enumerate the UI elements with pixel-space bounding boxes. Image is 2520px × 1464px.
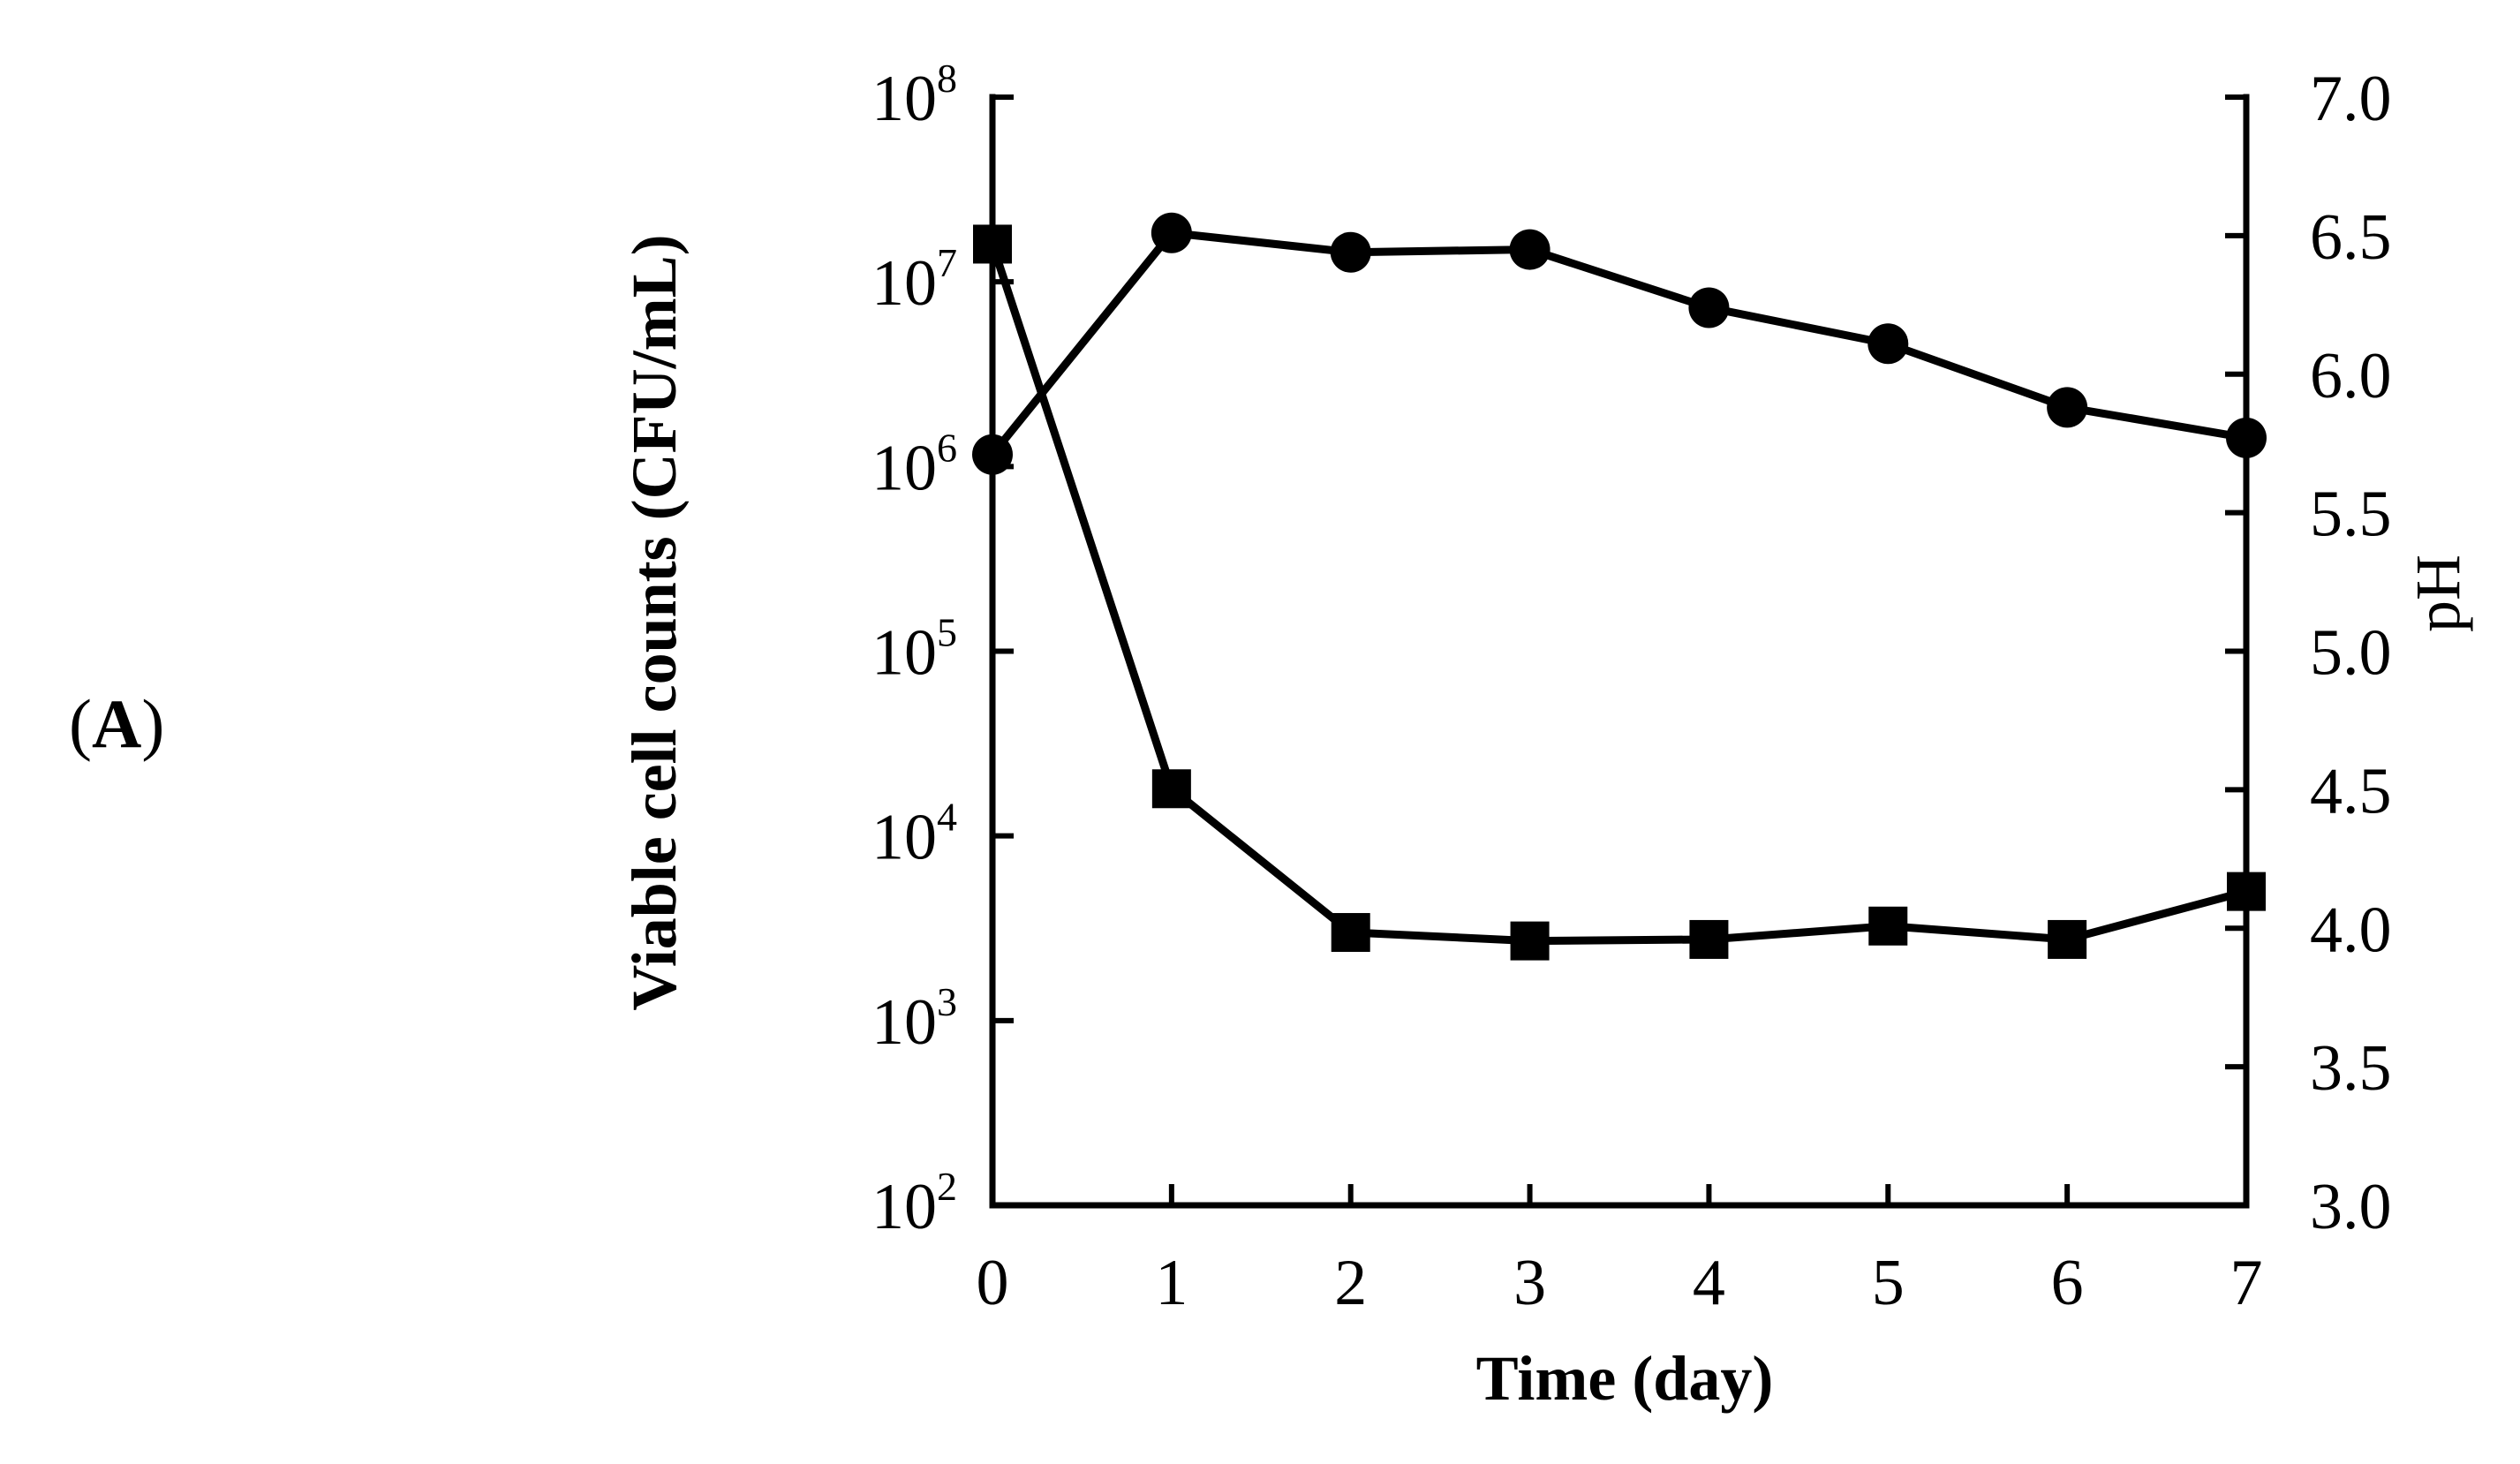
data-point-viable-cell-counts <box>973 224 1012 264</box>
x-tick-label: 4 <box>1693 1247 1725 1319</box>
y2-tick-label: 3.5 <box>2310 1032 2392 1105</box>
data-point-viable-cell-counts <box>1689 919 1729 959</box>
x-tick-label: 5 <box>1872 1247 1905 1319</box>
data-point-viable-cell-counts <box>2048 919 2087 959</box>
y-tick-label: 103 <box>871 979 957 1059</box>
y2-tick-label: 7.0 <box>2310 63 2392 135</box>
y2-tick-label: 3.0 <box>2310 1171 2392 1243</box>
y2-tick-label: 5.0 <box>2310 617 2392 690</box>
x-tick-label: 6 <box>2051 1247 2084 1319</box>
data-point-ph <box>972 434 1013 475</box>
chart-axes <box>989 94 2250 1209</box>
y-tick-label: 102 <box>871 1164 957 1243</box>
panel-label: (A) <box>69 684 164 764</box>
panel-label-open: ( <box>69 685 92 762</box>
y2-tick-label: 6.0 <box>2310 340 2392 412</box>
panel-label-close: ) <box>141 685 165 762</box>
y2-tick-label: 4.5 <box>2310 755 2392 827</box>
y-tick-label: 105 <box>871 610 957 690</box>
y2-tick-label: 4.0 <box>2310 894 2392 966</box>
data-point-viable-cell-counts <box>1151 769 1191 809</box>
x-tick-label: 1 <box>1155 1247 1188 1319</box>
data-point-viable-cell-counts <box>2227 872 2266 911</box>
y-tick-label: 108 <box>871 56 957 135</box>
panel-label-letter: A <box>91 685 142 762</box>
series-line-viable-cell-counts <box>988 243 2248 946</box>
y-axis-label: Viable cell counts (CFU/mL) <box>619 234 690 1010</box>
x-tick-label: 2 <box>1334 1247 1367 1319</box>
data-point-ph <box>2047 387 2088 428</box>
y2-tick-label: 5.5 <box>2310 479 2392 551</box>
y2-tick-label: 6.5 <box>2310 201 2392 274</box>
x-tick-label: 3 <box>1513 1247 1546 1319</box>
data-point-ph <box>2226 417 2267 458</box>
x-tick-label: 0 <box>977 1247 1009 1319</box>
x-tick-label: 7 <box>2230 1247 2263 1319</box>
chart-series <box>972 212 2267 961</box>
series-line-ph <box>989 229 2247 457</box>
data-point-ph <box>1509 229 1550 270</box>
data-point-ph <box>1330 231 1371 273</box>
data-point-viable-cell-counts <box>1510 921 1550 961</box>
x-axis-label: Time (day) <box>1476 1343 1774 1414</box>
data-point-viable-cell-counts <box>1868 906 1908 946</box>
data-point-ph <box>1151 212 1192 253</box>
data-point-viable-cell-counts <box>1331 913 1370 953</box>
chart-ticks: 0 1 2 3 4 5 6 7 102 103 104 105 106 107 108 3.0 3.5 4.0 4.… <box>871 56 2392 1319</box>
data-point-ph <box>1867 323 1909 365</box>
y-tick-label: 104 <box>871 795 957 874</box>
y-tick-label: 106 <box>871 425 957 504</box>
data-point-ph <box>1688 287 1730 328</box>
y2-axis-label: pH <box>2403 555 2473 632</box>
y-tick-label: 107 <box>871 240 957 320</box>
